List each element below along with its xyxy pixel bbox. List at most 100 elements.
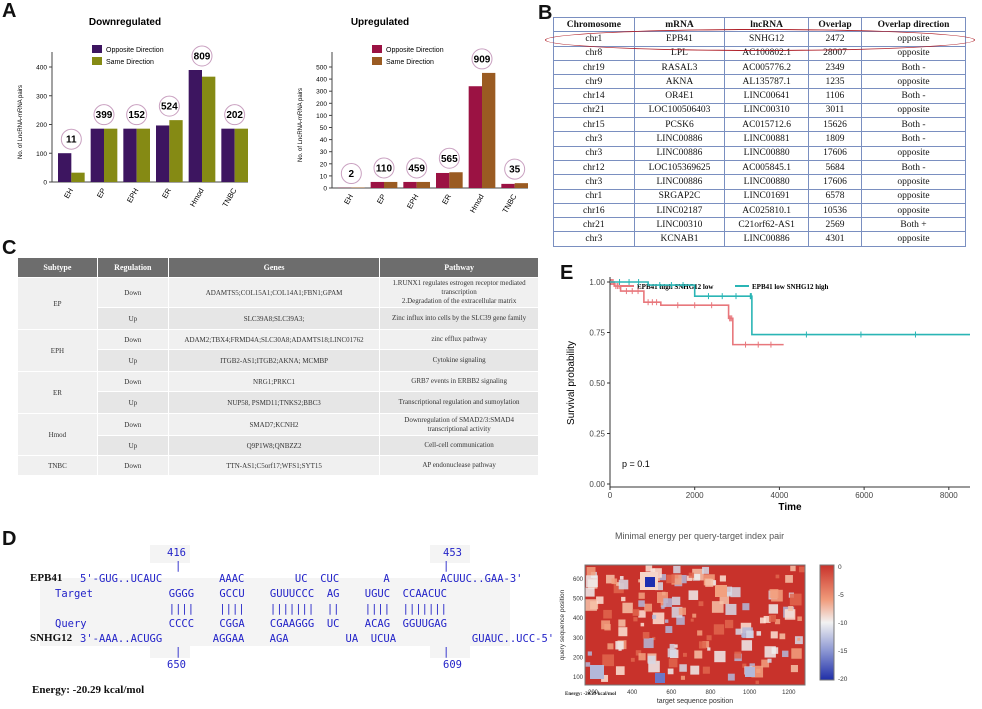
- heatmap-cell: [615, 666, 625, 675]
- heatmap-cell: [668, 658, 678, 668]
- e-p-value: p = 0.1: [622, 459, 650, 469]
- chart-1-total-Hmod: 809: [194, 52, 211, 63]
- tick-bottom-left: |: [175, 646, 182, 658]
- heatmap-cell: [688, 572, 694, 578]
- chart-1-legend-swatch: [92, 45, 102, 53]
- heatmap-cell: [779, 633, 786, 640]
- e-y-tick-label: 0.50: [589, 379, 605, 388]
- table-row: chr3 LINC00886 LINC00880 17606 opposite: [553, 145, 966, 161]
- heatmap-cell: [790, 565, 796, 572]
- pathway-cell: Transcriptional regulation and sumoylati…: [379, 391, 539, 414]
- chart-1-legend-label: Same Direction: [106, 59, 154, 66]
- target-paired: Target GGGG GCCU GUUUCCC AG UGUC CCAACUC: [55, 588, 447, 600]
- table-cell: SRGAP2C: [633, 188, 726, 204]
- table-cell: LINC00886: [633, 145, 726, 161]
- heatmap-cell: [678, 574, 687, 584]
- heatmap-cell: [607, 643, 614, 650]
- table-row: Up SLC39A8;SLC39A3; Zinc influx into cells…: [18, 307, 539, 330]
- e-y-tick-label: 0.00: [589, 480, 605, 489]
- chart-2-y-tick-label: 0: [323, 186, 327, 193]
- heatmap-cell: [710, 580, 717, 586]
- table-cell: opposite: [861, 174, 966, 190]
- table-cell: 10536: [807, 202, 863, 219]
- pathway-cell: 1.RUNX1 regulates estrogen receptor medi…: [379, 277, 539, 308]
- heatmap-cell: [742, 663, 747, 668]
- heatmap-cell: [656, 592, 668, 604]
- table-cell: Both -: [861, 159, 966, 176]
- heatmap-cell: [671, 596, 681, 606]
- chart-2-total-circle: [438, 147, 460, 169]
- chart-2-legend-label: Opposite Direction: [386, 47, 444, 54]
- heatmap-cell: [756, 631, 762, 636]
- e-x-tick-label: 2000: [686, 491, 704, 500]
- genes-cell: ITGB2-AS1;ITGB2;AKNA; MCMBP: [167, 349, 381, 372]
- chart-1-total-circle: [191, 45, 213, 67]
- chart-1-bar-opposite-EPH: [123, 128, 137, 182]
- chart-2-y-tick-label: 200: [316, 101, 327, 108]
- heatmap-cell: [661, 605, 665, 609]
- table-cell: chr1: [553, 188, 635, 204]
- heatmap-cell: [769, 589, 779, 598]
- heatmap-cell: [746, 630, 754, 639]
- tableC-header: Genes: [167, 257, 381, 278]
- table-row: chr21 LOC100506403 LINC00310 3011 opposite: [553, 102, 966, 119]
- heatmap-cell: [761, 659, 770, 668]
- chart-1-x-tick-TNBC: TNBC: [220, 186, 238, 209]
- heatmap-cell: [604, 624, 611, 631]
- table-row: Up ITGB2-AS1;ITGB2;AKNA; MCMBP Cytokine si…: [18, 349, 539, 372]
- table-row: chr15 PCSK6 AC015712.6 15626 Both -: [553, 117, 966, 133]
- subtype-cell: ER: [17, 371, 98, 414]
- table-row: ER Down NRG1;PRKC1 GRB7 events in ERBB2 sig…: [17, 371, 539, 414]
- table-cell: 17606: [807, 174, 863, 190]
- chart-1-y-label: No. of LncRNA-mRNA pairs: [18, 85, 24, 159]
- chart-1-x-tick-Hmod: Hmod: [188, 187, 206, 209]
- tableB-header: Chromosome: [553, 16, 635, 33]
- heatmap-cell: [652, 636, 656, 641]
- heatmap-cell: [638, 653, 646, 661]
- table-cell: 1809: [807, 131, 863, 147]
- heatmap-cell: [759, 617, 766, 624]
- heatmap-cell: [785, 575, 793, 583]
- chart-2-bar-same-TNBC: [514, 183, 528, 188]
- chart-2-total-circle: [340, 163, 362, 185]
- heatmap-frame: [584, 564, 806, 686]
- table-cell: LINC00880: [724, 174, 809, 190]
- pathway-cell: Cytokine signaling: [379, 349, 539, 372]
- table-cell: AC025810.1: [724, 202, 809, 219]
- heatmap-cell: [725, 603, 737, 615]
- heatmap-cell: [621, 596, 626, 602]
- heatmap-cell: [635, 650, 642, 656]
- e-x-tick-label: 4000: [771, 491, 789, 500]
- tick-top-right: |: [443, 560, 450, 572]
- chart-1-legend-label: Opposite Direction: [106, 47, 164, 54]
- pathway-cell: AP endonuclease pathway: [379, 455, 539, 476]
- chart-1-bar-same-ER: [169, 120, 183, 182]
- table-cell: LINC00641: [724, 88, 809, 104]
- heatmap-cell: [619, 576, 624, 580]
- table-cell: C21orf62-AS1: [724, 217, 809, 233]
- chart-1-bar-opposite-EH: [58, 153, 72, 182]
- tableC-header: Regulation: [96, 257, 169, 278]
- chart-1-y-tick-label: 200: [36, 122, 47, 129]
- chart-2-y-tick-label: 400: [316, 77, 327, 84]
- table-cell: LOC105369625: [633, 159, 726, 176]
- panel-label-a: A: [2, 0, 17, 22]
- heatmap-cell: [755, 680, 759, 684]
- heatmap-y-label: query sequence position: [559, 589, 566, 660]
- chart-2-total-ER: 565: [441, 154, 458, 165]
- chart-1-total-circle: [126, 104, 148, 126]
- table-row: chr19 RASAL3 AC005776.2 2349 Both -: [553, 59, 966, 76]
- chart-2-bar-same-EP: [384, 181, 398, 188]
- heatmap-cell: [678, 607, 687, 615]
- table-row: chr3 KCNAB1 LINC00886 4301 opposite: [553, 231, 966, 247]
- heatmap-y-tick: 200: [573, 655, 584, 661]
- heatmap-cell: [601, 674, 609, 682]
- heatmap-y-tick: 600: [573, 577, 584, 583]
- table-cell: opposite: [861, 74, 966, 90]
- heatmap-cell: [770, 631, 778, 639]
- target-unpaired: 5'-GUG..UCAUC AAAC UC CUC A ACUUC..GAA-3…: [80, 573, 523, 585]
- chart-1-total-TNBC: 202: [226, 110, 243, 121]
- table-cell: 4301: [807, 231, 863, 247]
- table-cell: 15626: [807, 117, 863, 133]
- hybrid-diagram: 416 453 | | EPB41 5'-GUG..UCAUC AAAC UC …: [30, 540, 554, 690]
